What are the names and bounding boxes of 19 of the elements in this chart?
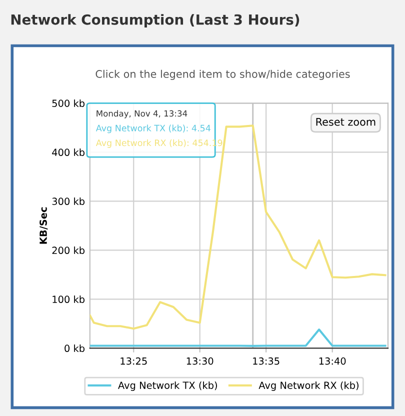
y-tick-label: 200 kb — [52, 246, 85, 254]
chart-subtitle: Click on the legend item to show/hide categories — [96, 70, 350, 80]
annotation: Avg Network TX (kb): 4.54 — [96, 124, 210, 134]
x-tick-label: 13:40 — [319, 357, 346, 365]
legend-label: Avg Network RX (kb) — [258, 381, 358, 391]
chart-title: Network Consumption (Last 3 Hours) — [11, 14, 300, 28]
y-tick-label: 400 kb — [52, 148, 85, 156]
y-tick-label: 500 kb — [52, 99, 85, 107]
annotation: Monday, Nov 4, 13:34 — [96, 110, 188, 118]
x-tick-label: 13:30 — [186, 357, 214, 365]
y-axis-title: KB/Sec — [40, 207, 48, 244]
y-tick-label: 0 kb — [64, 344, 85, 352]
x-tick-label: 13:35 — [253, 357, 280, 365]
annotation: Reset zoom — [316, 118, 376, 126]
line-series — [90, 124, 386, 330]
x-tick-label: 13:25 — [120, 357, 147, 365]
legend-label: Avg Network TX (kb) — [118, 381, 217, 391]
y-tick-label: 100 kb — [52, 295, 85, 304]
y-tick-label: 300 kb — [52, 197, 85, 206]
